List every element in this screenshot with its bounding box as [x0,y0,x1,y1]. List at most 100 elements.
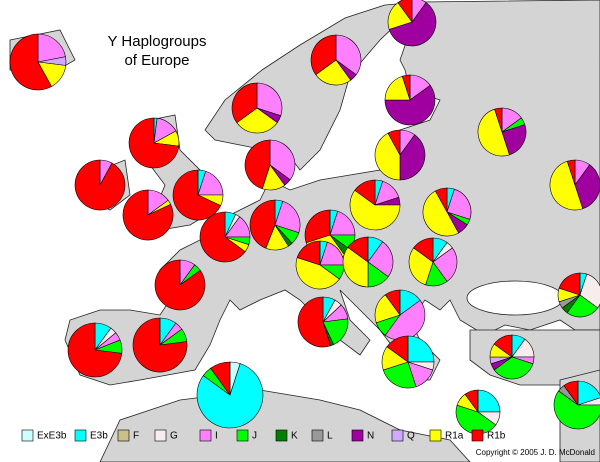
pie-slice [199,211,246,263]
pie-slice [297,296,332,348]
pie-slice [128,117,180,169]
pie [249,199,301,251]
pie-slice [384,289,401,316]
pie-slice [354,179,376,206]
pie-slice [501,124,527,156]
pie-slice [399,134,426,181]
pie [349,179,401,231]
pie-slice [154,259,206,311]
legend-label: K [291,431,298,442]
legend-label: L [327,431,333,442]
legend-swatch [429,429,442,442]
pie [408,237,458,287]
legend-swatch [236,429,249,442]
pie-slice [446,188,472,220]
copyright: Copyright © 2005 J. D. McDonald [476,448,595,457]
pie-slice [386,335,409,363]
pie-slice [335,34,362,76]
legend-label: J [252,431,257,442]
pie [381,335,435,389]
legend-label: I [215,431,218,442]
pie [342,236,394,288]
legend-swatch [275,429,288,442]
pie [154,259,206,311]
north-africa [99,389,471,462]
pie [553,380,600,430]
pie-slice [401,74,411,101]
legend-label: Q [407,431,415,442]
legend-label: E3b [90,431,108,442]
pie [489,334,535,380]
pie-slice [349,189,401,231]
legend-swatch [471,429,484,442]
pie-slice [464,389,479,413]
pie-slice [249,199,276,249]
pie-slice [274,200,301,234]
pie-slice [408,247,434,286]
legend-label: G [170,431,178,442]
pie [455,389,501,435]
black-sea [466,280,564,316]
pie [74,159,126,211]
legend-swatch [351,429,364,442]
pie-slice [295,257,340,290]
pie [9,33,67,91]
legend: ExE3b E3b F G I J K L N Q R1a R1b [21,429,506,442]
pie [549,159,600,211]
pie [128,117,180,169]
legend-swatch [154,429,167,442]
pie-slice [37,33,66,63]
pie [132,317,188,373]
pie-slice [493,356,534,380]
pie-slice [422,190,459,237]
pie [172,169,224,221]
legend-swatch [117,429,130,442]
pie-slice [397,0,413,23]
pie-slice [493,334,513,358]
legend-swatch [74,429,87,442]
pie-slice [256,82,283,117]
pie-slice [577,397,600,406]
pie-slice [67,322,123,378]
pie [557,272,600,318]
legend-label: R1a [445,431,464,442]
pie-slice [384,84,436,126]
pie [295,240,345,290]
legend-label: ExE3b [37,431,67,442]
pie-slice [566,294,599,318]
pie-slice [579,273,600,309]
pie [384,74,436,126]
pie-slice [304,209,331,244]
pie-slice [315,59,352,86]
pie [310,34,362,86]
pie-slice [549,160,584,211]
pie-slice [455,404,497,435]
pie-slice [310,34,337,76]
legend-swatch [21,429,34,442]
pie-slice [122,189,174,241]
pie-slice [477,389,501,413]
pie [122,189,174,241]
legend-label: F [133,431,139,442]
pie [196,361,264,429]
pie-slice [388,2,437,47]
pie-slice [382,361,417,389]
legend-swatch [199,429,212,442]
legend-label: R1b [487,431,506,442]
pie-slice [477,108,510,157]
legend-label: N [367,431,374,442]
pie [422,187,472,237]
pie-slice [210,361,231,396]
pie-slice [367,241,394,278]
pie [67,322,123,378]
pie-slice [231,82,258,124]
legend-swatch [311,429,324,442]
pie-slice [563,380,579,406]
pie-slice [236,107,278,134]
pie-slice [296,240,321,266]
title: Y Haplogroups [108,33,207,50]
pie [231,82,283,134]
pie-slice [244,139,271,190]
pie-slice [269,139,296,181]
